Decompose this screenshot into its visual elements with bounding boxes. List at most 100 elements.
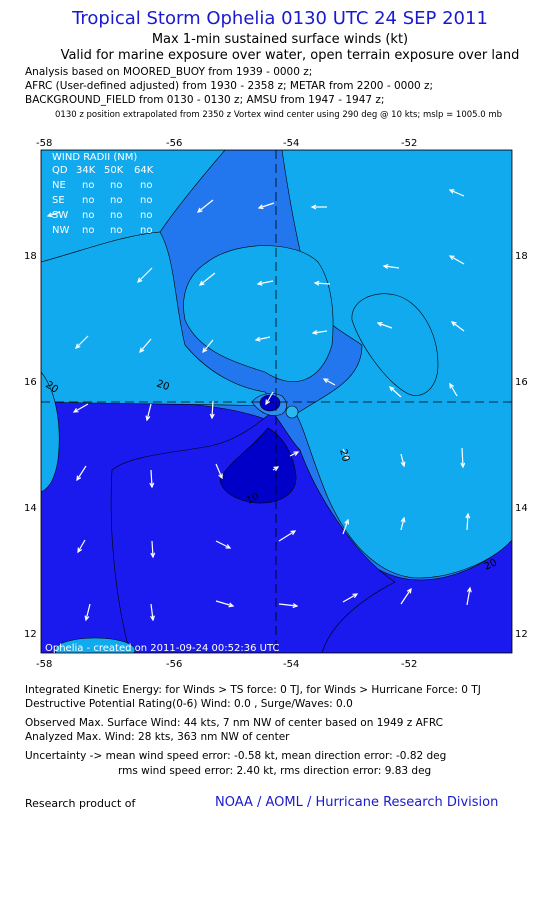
wind-arrow-head xyxy=(310,204,317,210)
wind-arrow-head xyxy=(137,277,143,283)
dpr-line: Destructive Potential Rating(0-6) Wind: … xyxy=(25,698,353,710)
wind-arrow-shaft xyxy=(377,322,393,329)
wind-arrow-head xyxy=(293,451,300,456)
wind-arrow-head xyxy=(400,516,406,523)
lat-tick: 16 xyxy=(24,377,37,388)
wind-arrow-shaft xyxy=(257,280,274,285)
lat-tick: 14 xyxy=(24,503,37,514)
wind-arrow-shaft xyxy=(466,513,469,531)
wind-arrow-head xyxy=(72,407,79,413)
wind-arrow-shaft xyxy=(150,603,154,621)
position-note: 0130 z position extrapolated from 2350 z… xyxy=(55,110,503,120)
wind-arrow-head xyxy=(149,482,155,489)
contour-label: 20 xyxy=(337,448,351,463)
wind-arrow-shaft xyxy=(289,451,299,457)
wind-arrow-shaft xyxy=(449,189,465,197)
zone-gt30-right xyxy=(351,293,439,396)
source-line-3: BACKGROUND_FIELD from 0130 - 0130 z; AMS… xyxy=(25,94,385,106)
wind-radii-cell: no xyxy=(110,195,122,206)
wind-arrow-head xyxy=(406,587,412,594)
validity-note: Valid for marine exposure over water, op… xyxy=(60,48,520,63)
wind-radii-cell: no xyxy=(140,210,152,221)
wind-radii-cell: no xyxy=(82,210,94,221)
wind-arrow-shaft xyxy=(383,265,400,269)
wind-radii-cell: no xyxy=(110,225,122,236)
lat-ticks-left: 18 16 14 12 xyxy=(24,251,37,640)
wind-radii-cell: no xyxy=(82,225,94,236)
wind-arrow-shaft xyxy=(312,330,328,334)
wind-arrow-shaft xyxy=(466,587,471,606)
wind-arrow-shaft xyxy=(342,593,358,603)
observed-max-wind: Observed Max. Surface Wind: 44 kts, 7 nm… xyxy=(25,717,443,729)
wind-radii-box: WIND RADII (NM) QD 34K 50K 64K NE no no … xyxy=(52,152,154,236)
lat-tick: 14 xyxy=(515,503,528,514)
wind-arrow-shaft xyxy=(77,539,86,553)
contour-labels: 20 20 20 20 10 xyxy=(43,378,499,572)
wind-arrow-head xyxy=(400,461,406,468)
lon-tick: -56 xyxy=(166,138,182,149)
wind-radii-cell: no xyxy=(82,195,94,206)
contour-label: 20 xyxy=(155,378,171,393)
wind-radii-header-64k: 64K xyxy=(134,165,154,176)
lon-tick: -56 xyxy=(166,659,182,668)
wind-arrow-shaft xyxy=(323,378,336,386)
wind-arrow-shaft xyxy=(76,465,87,481)
wind-arrow-head xyxy=(254,336,261,342)
source-line-1: Analysis based on MOORED_BUOY from 1939 … xyxy=(25,66,313,78)
wind-arrow-shaft xyxy=(197,199,214,213)
lon-tick: -58 xyxy=(36,659,52,668)
wind-arrow-head xyxy=(388,386,395,392)
wind-arrow-head xyxy=(257,204,264,210)
lon-tick: -52 xyxy=(401,659,417,668)
wind-radii-header-qd: QD xyxy=(52,165,68,176)
wind-radii-cell: no xyxy=(110,210,122,221)
ike-line: Integrated Kinetic Energy: for Winds > T… xyxy=(25,684,481,696)
wind-arrow-shaft xyxy=(461,447,464,468)
source-line-2: AFRC (User-defined adjusted) from 1930 -… xyxy=(25,80,434,92)
wind-arrow-head xyxy=(273,466,280,472)
wind-arrow-shaft xyxy=(400,453,405,467)
map-subtitle: Max 1-min sustained surface winds (kt) xyxy=(151,32,409,47)
noaa-link[interactable]: NOAA / AOML / Hurricane Research Divisio… xyxy=(215,795,499,810)
wind-arrow-head xyxy=(145,415,151,422)
wind-arrow-head xyxy=(290,530,297,536)
lon-ticks-top: -58 -56 -54 -52 xyxy=(36,138,417,149)
lon-ticks-bottom: -58 -56 -54 -52 xyxy=(36,659,417,668)
contour-label: 20 xyxy=(483,557,499,572)
wind-radii-row-nw: NW xyxy=(52,225,69,236)
lat-tick: 12 xyxy=(515,629,528,640)
wind-arrow-head xyxy=(218,473,223,480)
wind-arrow-head xyxy=(382,264,389,269)
wind-arrow-shaft xyxy=(215,463,223,479)
wind-arrow-shaft xyxy=(47,211,61,217)
wind-arrow-shaft xyxy=(449,255,465,265)
wind-radii-header-50k: 50K xyxy=(104,165,124,176)
wind-radii-cell: no xyxy=(140,195,152,206)
wind-arrow-head xyxy=(344,454,349,461)
wind-arrow-head xyxy=(139,347,145,354)
wind-arrow-head xyxy=(448,255,455,261)
wind-arrow-head xyxy=(313,280,320,286)
wind-radii-row-se: SE xyxy=(52,195,65,206)
zone-center-dot xyxy=(285,405,299,419)
uncertainty-line-2: rms wind speed error: 2.40 kt, rms direc… xyxy=(118,765,432,777)
wind-arrow-shaft xyxy=(146,403,152,421)
lon-tick: -54 xyxy=(283,138,299,149)
wind-arrow-shaft xyxy=(139,338,152,353)
wind-arrow-shaft xyxy=(137,267,153,283)
wind-radii-cell: no xyxy=(110,180,122,191)
wind-arrow-head xyxy=(460,462,466,469)
wind-arrow-shaft xyxy=(75,335,89,349)
zone-lt10-core xyxy=(219,427,297,504)
wind-arrow-head xyxy=(75,343,81,349)
wind-arrow-head xyxy=(228,602,235,608)
research-product-label: Research product of xyxy=(25,797,136,810)
wind-map: WIND RADII (NM) QD 34K 50K 64K NE no no … xyxy=(24,138,528,668)
wind-radii-cell: no xyxy=(140,225,152,236)
wind-arrow-head xyxy=(46,212,53,218)
grid-lines xyxy=(41,150,512,653)
wind-arrow-head xyxy=(465,512,471,519)
wind-arrow-shaft xyxy=(151,540,154,558)
wind-arrow-head xyxy=(150,615,156,622)
map-axes xyxy=(40,149,513,654)
